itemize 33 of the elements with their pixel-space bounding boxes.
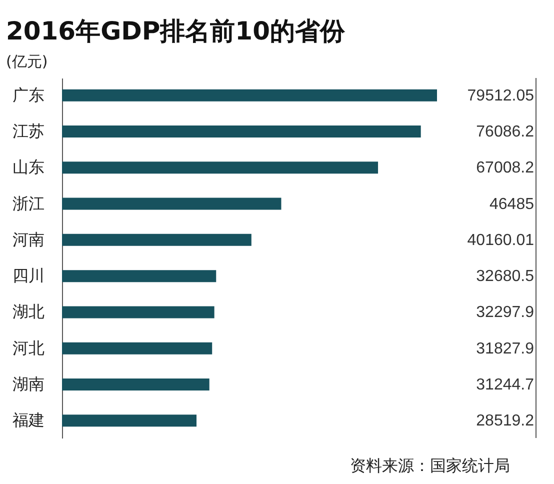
y-tick-label: 江苏 [12, 121, 44, 140]
bar [62, 198, 282, 210]
bar [62, 234, 252, 246]
bar [62, 89, 437, 102]
bar [62, 125, 421, 138]
data-label: 76086.2 [476, 123, 534, 140]
data-label: 31827.9 [476, 340, 534, 358]
bar [62, 162, 378, 174]
data-label: 40160.01 [467, 232, 534, 249]
y-tick-label: 山东 [12, 158, 44, 177]
y-tick-label: 湖北 [12, 302, 44, 322]
y-tick-label: 广东 [12, 85, 44, 104]
bar [62, 378, 210, 391]
y-tick-label: 福建 [12, 410, 44, 430]
bar [62, 270, 216, 282]
data-label: 67008.2 [476, 160, 534, 177]
bar [62, 414, 197, 427]
data-label: 46485 [490, 196, 534, 213]
data-label: 32680.5 [476, 268, 534, 286]
data-label: 28519.2 [476, 412, 534, 430]
text: 资料来源：国家统计局 [350, 456, 510, 477]
data-label: 31244.7 [476, 376, 534, 394]
y-tick-label: 河南 [12, 230, 44, 249]
bar [62, 342, 212, 354]
y-tick-label: 河北 [12, 338, 44, 358]
y-tick-label: 四川 [12, 266, 44, 286]
bar [62, 306, 214, 318]
chart-title: 2016年GDP排名前10的省份 [6, 16, 346, 46]
data-label: 79512.05 [467, 87, 534, 104]
data-label: 32297.9 [476, 304, 534, 322]
y-tick-label: 湖南 [12, 374, 44, 394]
y-tick-label: 浙江 [12, 194, 44, 213]
y-axis-title: (亿元) [6, 52, 48, 70]
